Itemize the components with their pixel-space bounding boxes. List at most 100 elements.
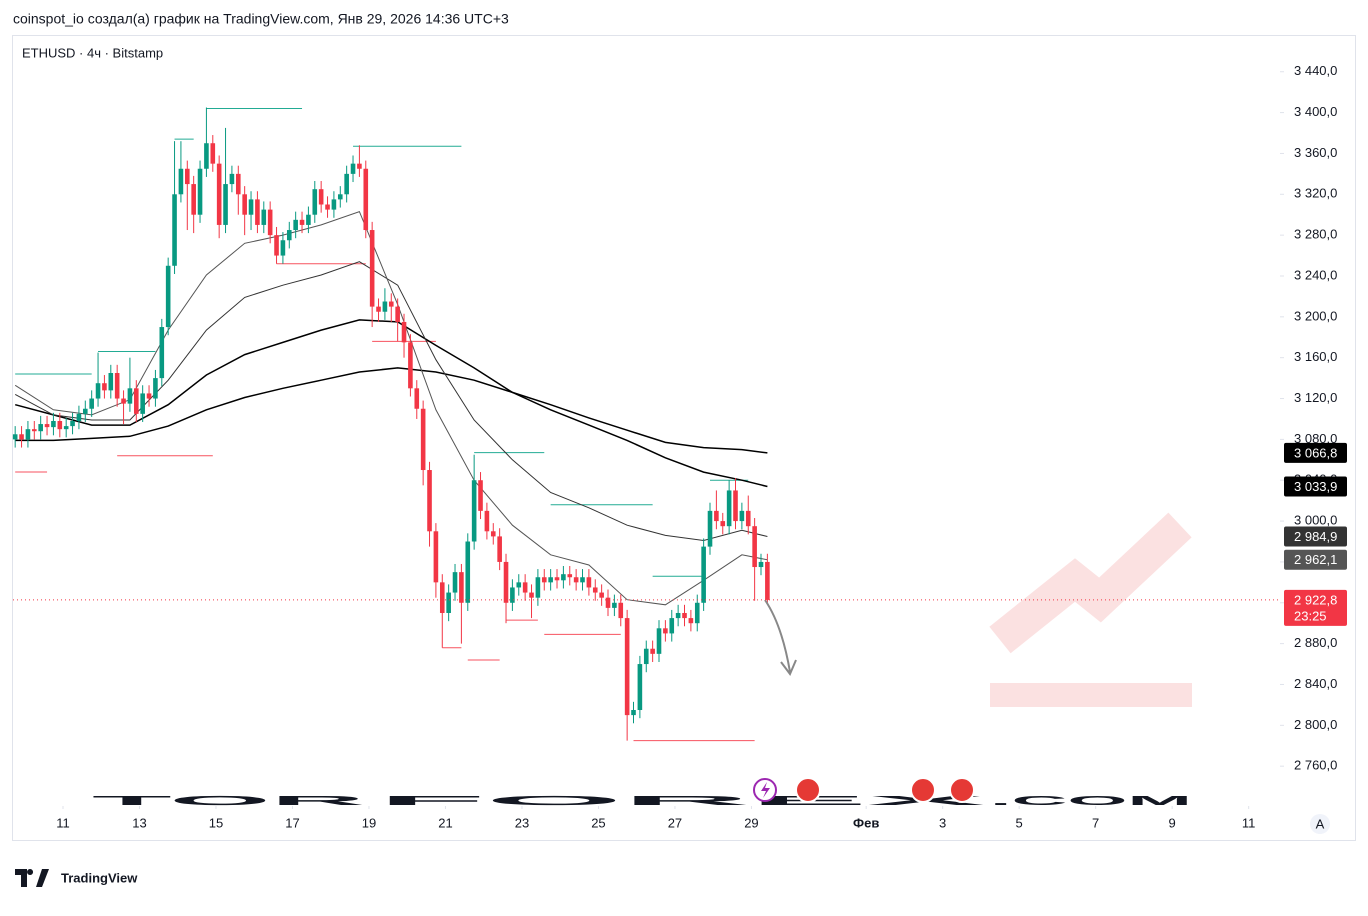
- x-tick-label: 23: [515, 815, 529, 830]
- candle-body: [267, 209, 273, 236]
- candle-body: [592, 587, 598, 593]
- candle-body: [178, 168, 184, 195]
- candle-body: [337, 194, 343, 200]
- auto-scale-label[interactable]: A: [1316, 816, 1325, 831]
- x-tick-label: 21: [438, 815, 452, 830]
- event-icons: [753, 777, 975, 803]
- candle-body: [701, 546, 706, 603]
- candle-body: [382, 301, 388, 312]
- candle-body: [57, 421, 63, 430]
- candle-body: [446, 592, 451, 613]
- event-icon: [795, 777, 821, 803]
- attribution: coinspot_io создал(а) график на TradingV…: [13, 11, 509, 27]
- candle-body: [420, 408, 426, 471]
- candle-body: [388, 301, 394, 307]
- countdown-label: 23:25: [1294, 608, 1327, 623]
- x-tick-label: 9: [1169, 815, 1176, 830]
- candle-body: [669, 618, 675, 634]
- candle-body: [32, 429, 37, 432]
- candle-body: [82, 408, 88, 414]
- candle-body: [765, 561, 770, 600]
- y-tick-label: 2 840,0: [1294, 676, 1337, 691]
- last-price-label: 2 922,8: [1294, 592, 1337, 607]
- candle-body: [739, 510, 745, 522]
- candle-body: [235, 173, 241, 195]
- candle-body: [465, 541, 471, 603]
- candle-body: [197, 168, 203, 215]
- price-badge: [1284, 549, 1347, 570]
- candle-body: [631, 710, 636, 716]
- y-tick-label: 3 120,0: [1294, 390, 1337, 405]
- candle-body: [312, 189, 318, 215]
- candle-body: [414, 388, 420, 409]
- candle-body: [618, 602, 624, 619]
- candle-body: [210, 143, 216, 164]
- watermark-left: TOR: [92, 793, 371, 808]
- candle-body: [376, 306, 381, 312]
- candle-body: [133, 388, 139, 414]
- candle-body: [306, 214, 311, 225]
- candle-body: [497, 536, 502, 562]
- y-tick-label: 2 800,0: [1294, 717, 1337, 732]
- candle-body: [752, 526, 757, 568]
- candle-body: [286, 230, 292, 241]
- y-tick-label: 3 200,0: [1294, 308, 1337, 323]
- y-tick-label: 3 400,0: [1294, 104, 1337, 119]
- x-tick-label: Фев: [853, 815, 879, 830]
- candle-body: [76, 413, 82, 421]
- candle-body: [165, 265, 171, 328]
- y-tick-label: 3 360,0: [1294, 145, 1337, 160]
- y-tick-label: 3 080,0: [1294, 431, 1337, 446]
- candle-body: [401, 321, 407, 343]
- candle-body: [12, 434, 18, 440]
- candle-body: [745, 510, 751, 527]
- candle-body: [172, 194, 177, 266]
- candle-body: [344, 173, 349, 195]
- candle-body: [459, 572, 464, 603]
- y-tick-label: 3 160,0: [1294, 349, 1337, 364]
- candle-body: [586, 577, 592, 588]
- x-tick-label: 7: [1092, 815, 1099, 830]
- candle-body: [471, 480, 477, 542]
- y-tick-label: 2 760,0: [1294, 758, 1337, 773]
- candle-body: [299, 219, 305, 225]
- candle-body: [503, 561, 509, 603]
- candle-body: [70, 421, 75, 427]
- candle-body: [331, 199, 337, 210]
- x-tick-label: 19: [362, 815, 376, 830]
- candle-body: [427, 470, 432, 532]
- candle-body: [656, 628, 662, 654]
- candle-body: [229, 173, 235, 185]
- x-tick-label: 29: [744, 815, 758, 830]
- candle-body: [484, 510, 490, 532]
- moving-average: [15, 367, 768, 454]
- forecast-arrow: [764, 599, 797, 676]
- price-badge: [1284, 526, 1347, 547]
- x-tick-label: 27: [668, 815, 682, 830]
- candle-body: [682, 612, 687, 619]
- candle-body: [121, 398, 126, 404]
- candle-body: [733, 490, 738, 522]
- candle-body: [248, 199, 254, 215]
- candle-body: [44, 424, 50, 428]
- candle-body: [114, 373, 120, 399]
- x-tick-label: 13: [132, 815, 146, 830]
- candle-body: [102, 383, 107, 391]
- candle-body: [184, 168, 190, 185]
- candle-body: [663, 628, 668, 634]
- y-tick-label: 2 880,0: [1294, 635, 1337, 650]
- candle-body: [280, 240, 286, 256]
- candle-body: [350, 163, 356, 174]
- auto-scale-button[interactable]: [1310, 814, 1330, 834]
- candle-body: [561, 574, 566, 581]
- candle-body: [567, 574, 573, 578]
- candle-body: [758, 561, 764, 568]
- candle-body: [63, 426, 69, 430]
- candle-body: [554, 577, 560, 581]
- candle-body: [357, 163, 362, 169]
- candle-body: [541, 577, 547, 583]
- candle-body: [146, 393, 152, 399]
- y-tick-label: 3 440,0: [1294, 63, 1337, 78]
